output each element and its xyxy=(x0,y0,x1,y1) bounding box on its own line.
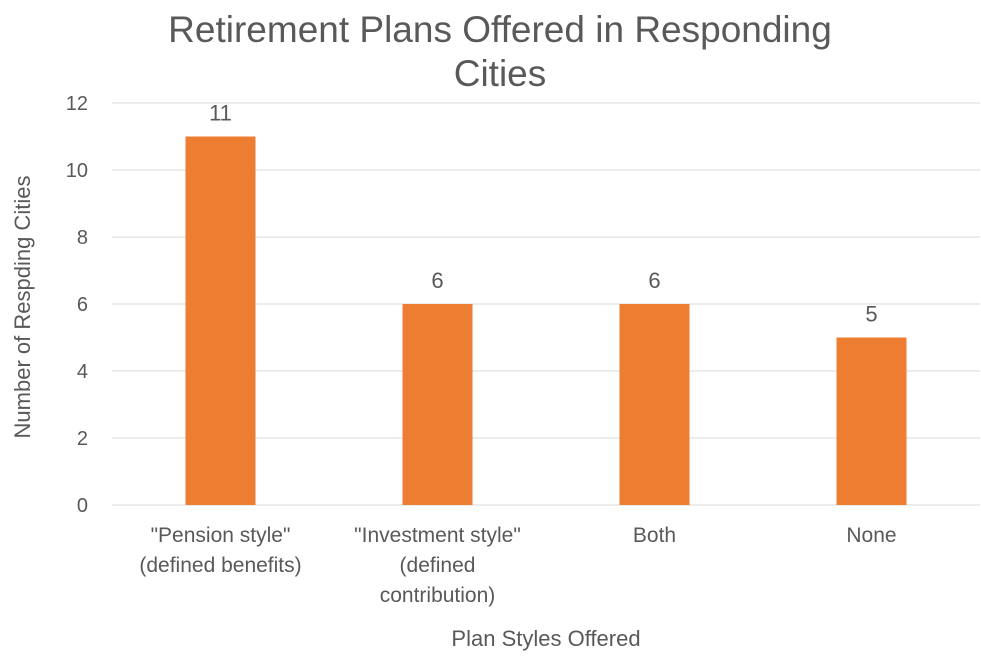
chart-title-line: Cities xyxy=(454,53,547,94)
y-tick-label: 2 xyxy=(77,428,88,450)
chart-title: Retirement Plans Offered in RespondingCi… xyxy=(168,9,832,94)
chart-title-line: Retirement Plans Offered in Responding xyxy=(168,9,832,50)
x-axis-ticks: "Pension style" (defined benefits) "Invest… xyxy=(139,524,896,607)
y-tick-label: 8 xyxy=(77,227,88,249)
bar xyxy=(185,136,256,505)
x-tick-label: (defined xyxy=(400,554,476,577)
x-tick-label: contribution) xyxy=(380,584,496,607)
data-label: 11 xyxy=(209,101,232,126)
y-axis-ticks: 0 2 4 6 8 10 12 xyxy=(66,93,88,517)
y-tick-label: 6 xyxy=(77,294,88,316)
data-label: 5 xyxy=(865,302,877,327)
x-tick-label: (defined benefits) xyxy=(139,554,301,577)
bar xyxy=(619,304,690,505)
x-tick-label: None xyxy=(846,524,896,547)
data-label: 6 xyxy=(431,268,443,293)
x-tick-label: "Investment style" xyxy=(354,524,521,547)
x-axis-title: Plan Styles Offered xyxy=(451,626,640,651)
bars xyxy=(185,136,907,505)
bar xyxy=(836,337,907,505)
x-tick-label: "Pension style" xyxy=(151,524,291,547)
data-label: 6 xyxy=(648,268,660,293)
y-axis-title: Number of Respding Cities xyxy=(10,176,35,439)
data-labels: 11 6 6 5 xyxy=(209,101,878,327)
y-tick-label: 10 xyxy=(66,160,88,182)
bar xyxy=(402,304,473,505)
y-tick-label: 0 xyxy=(77,495,88,517)
y-tick-label: 12 xyxy=(66,93,88,115)
gridlines xyxy=(112,102,980,506)
y-tick-label: 4 xyxy=(77,361,88,383)
x-tick-label: Both xyxy=(633,524,676,547)
